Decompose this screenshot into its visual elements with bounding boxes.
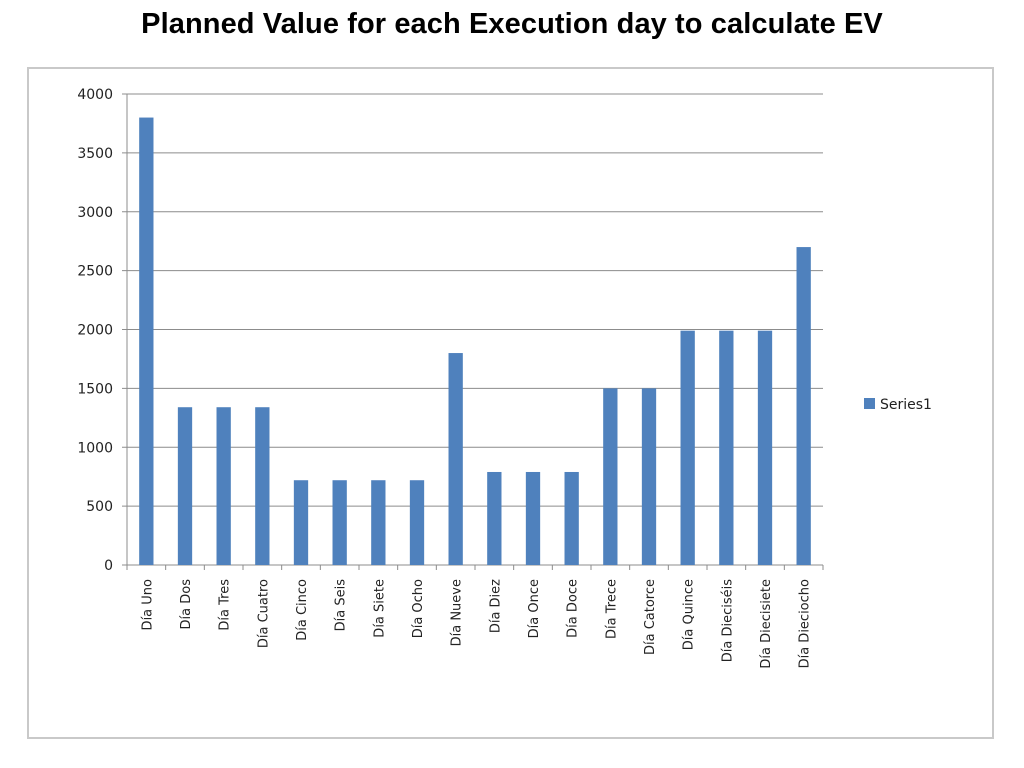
y-tick-label: 4000 <box>77 87 113 103</box>
y-tick-label: 3000 <box>77 205 113 221</box>
category-label: Día Nueve <box>450 579 465 646</box>
bar <box>409 480 425 565</box>
category-label: Día Siete <box>372 579 387 638</box>
bar <box>487 471 502 565</box>
y-tick-label: 3500 <box>77 146 113 162</box>
page-title: Planned Value for each Execution day to … <box>141 8 883 40</box>
bar <box>757 330 773 565</box>
category-label: Día Tres <box>218 579 233 631</box>
category-label: Día Catorce <box>643 579 658 655</box>
y-tick-label: 0 <box>104 558 113 574</box>
category-label: Día Ocho <box>411 579 426 638</box>
category-label: Día Diecisiete <box>759 579 774 669</box>
bar <box>177 407 193 565</box>
bar <box>796 247 811 565</box>
bar <box>680 330 695 565</box>
y-tick-label: 1000 <box>77 440 113 456</box>
bar <box>293 480 309 565</box>
legend-label: Series1 <box>880 397 932 413</box>
category-label: Día Dieciséis <box>720 579 735 662</box>
category-label: Día Quince <box>682 579 697 650</box>
bar <box>564 471 579 565</box>
bar <box>448 353 463 565</box>
category-label: Día Trece <box>604 579 619 639</box>
bar <box>525 471 541 565</box>
category-label: Día Diez <box>488 579 503 633</box>
category-label: Día Seis <box>334 579 349 632</box>
bar <box>603 388 618 565</box>
bar <box>139 117 154 566</box>
bar <box>719 330 734 565</box>
bar <box>255 407 270 565</box>
category-label: Día Cuatro <box>256 579 271 648</box>
y-tick-label: 500 <box>86 499 113 515</box>
legend-swatch <box>864 398 875 409</box>
category-label: Día Dieciocho <box>798 579 813 668</box>
bar <box>216 407 231 565</box>
bar <box>371 480 386 565</box>
bar <box>332 480 347 565</box>
category-label: Día Once <box>527 579 542 638</box>
chart-frame <box>27 67 994 739</box>
y-tick-label: 2500 <box>77 264 113 280</box>
category-label: Día Dos <box>179 579 194 630</box>
y-tick-label: 1500 <box>77 381 113 397</box>
category-label: Día Cinco <box>295 579 310 641</box>
y-tick-label: 2000 <box>77 323 113 339</box>
category-label: Día Uno <box>140 579 155 630</box>
category-label: Día Doce <box>566 579 581 638</box>
bar <box>641 388 657 565</box>
